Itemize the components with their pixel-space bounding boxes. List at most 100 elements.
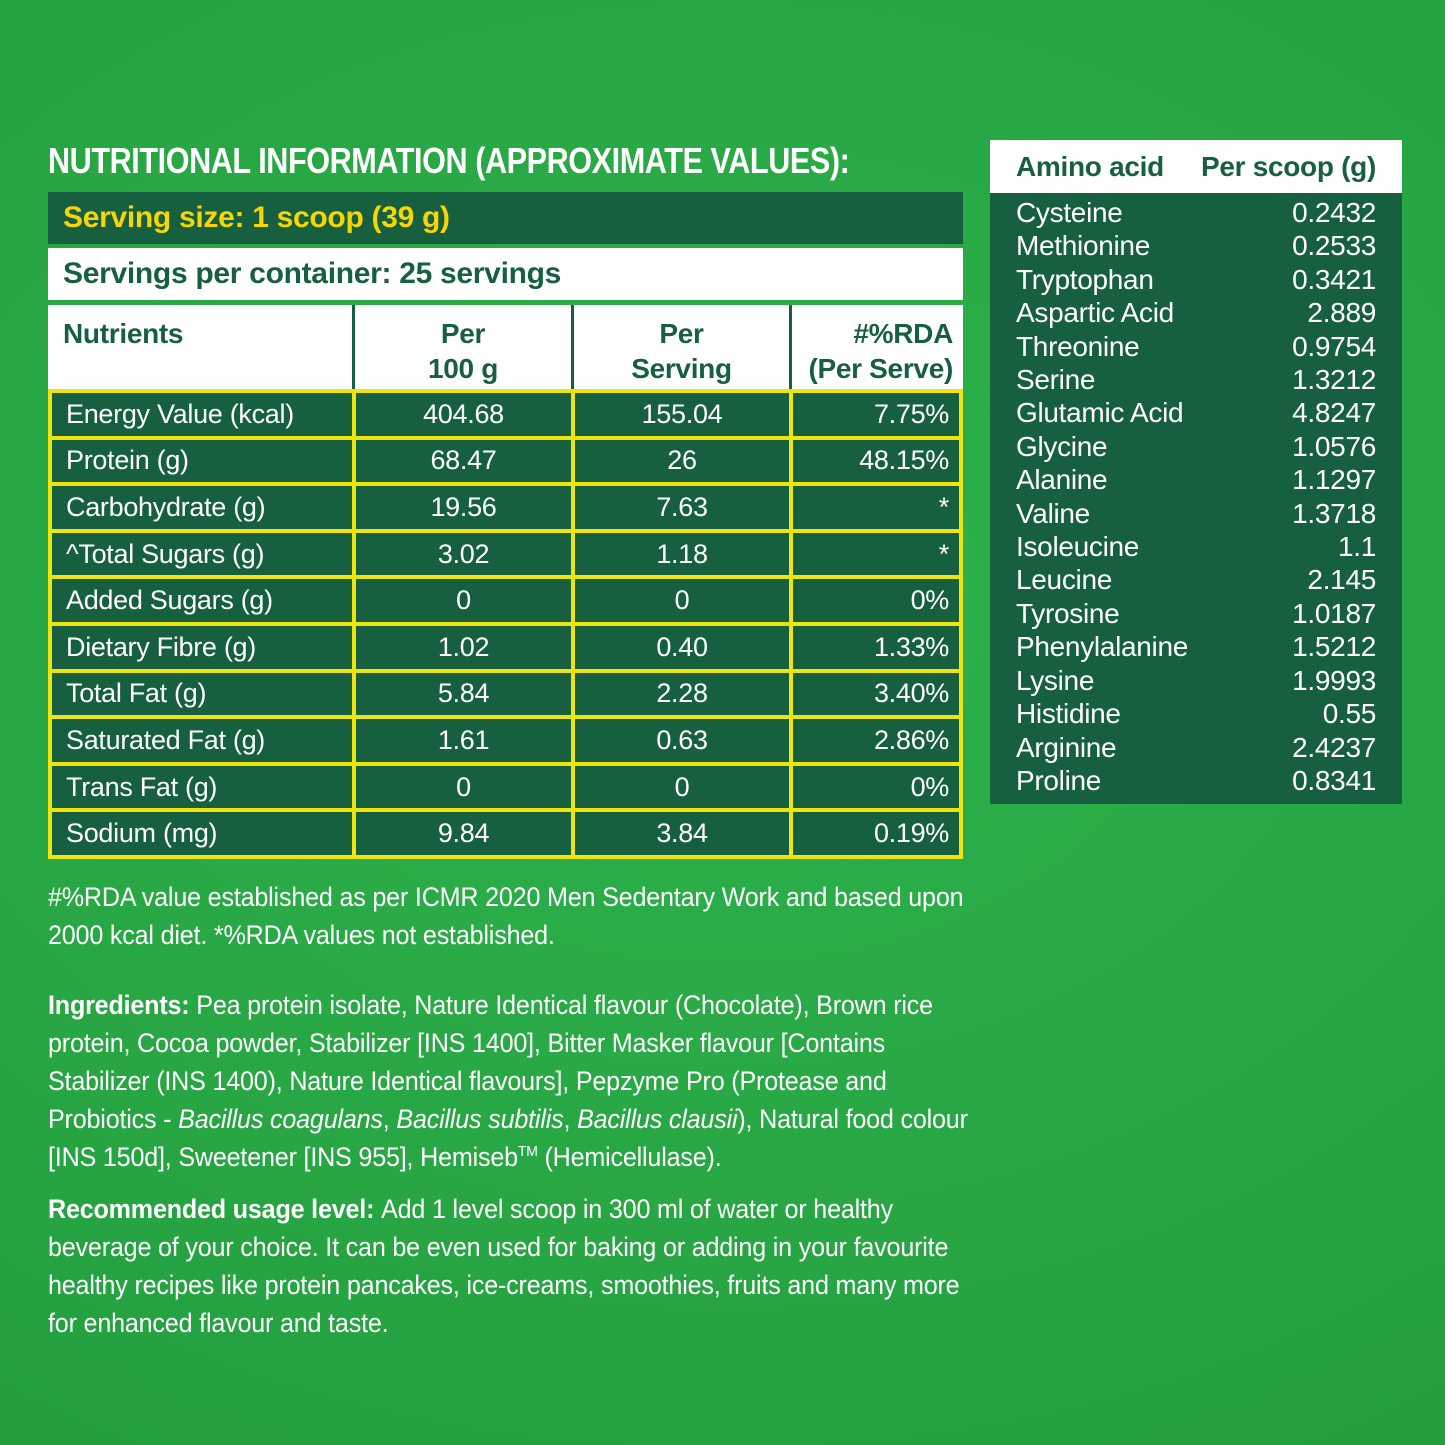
nutrient-name: Dietary Fibre (g) <box>52 625 352 669</box>
header-line: (Per Serve) <box>808 353 953 384</box>
nutrient-name: Protein (g) <box>52 439 352 483</box>
nutrient-per-serving: 0.40 <box>575 625 789 669</box>
amino-acid-value: 0.55 <box>1322 698 1377 730</box>
amino-acid-name: Proline <box>1016 764 1102 796</box>
amino-acid-row: Methionine 0.2533 <box>1016 229 1376 262</box>
nutrient-per-serving: 26 <box>575 439 789 483</box>
text-segment: TM <box>517 1143 538 1160</box>
amino-acid-name: Valine <box>1016 497 1090 529</box>
text-segment: , <box>382 1104 397 1134</box>
nutrient-rda-per-serve: * <box>793 532 959 576</box>
text-segment: Bacillus clausii <box>577 1104 738 1134</box>
amino-acid-row: Valine 1.3718 <box>1016 497 1376 530</box>
page-title: NUTRITIONAL INFORMATION (APPROXIMATE VAL… <box>48 140 850 181</box>
text-segment: Bacillus subtilis <box>396 1104 564 1134</box>
nutrient-name: Saturated Fat (g) <box>52 719 352 762</box>
amino-acid-name: Tryptophan <box>1016 263 1154 295</box>
amino-acid-value: 1.3212 <box>1292 364 1376 396</box>
nutrient-rda-per-serve: 2.86% <box>793 719 959 762</box>
amino-acid-row: Arginine 2.4237 <box>1016 731 1376 764</box>
amino-acid-name: Cysteine <box>1016 197 1123 228</box>
header-line: Serving <box>631 353 732 384</box>
servings-per-container-banner: Servings per container: 25 servings <box>48 248 963 300</box>
amino-acid-row: Tryptophan 0.3421 <box>1016 263 1376 296</box>
nutrients-table-body: Energy Value (kcal) 404.68 155.04 7.75% Prot… <box>48 389 963 859</box>
amino-acid-value: 2.889 <box>1307 297 1376 329</box>
amino-acid-table-header: Amino acid Per scoop (g) <box>990 140 1402 193</box>
nutrient-rda-per-serve: 0% <box>793 765 959 809</box>
amino-acid-row: Histidine 0.55 <box>1016 697 1376 730</box>
amino-acid-name: Alanine <box>1016 464 1108 496</box>
amino-acid-name: Glycine <box>1016 430 1108 462</box>
text-segment: Ingredients: <box>48 990 197 1020</box>
amino-acid-value: 1.0576 <box>1292 430 1376 462</box>
amino-acid-value: 0.3421 <box>1292 263 1376 295</box>
nutrient-name: Total Fat (g) <box>52 672 352 716</box>
nutrient-per-100g: 3.02 <box>356 532 571 576</box>
amino-acid-name: Arginine <box>1016 731 1117 763</box>
amino-acid-value: 1.3718 <box>1292 497 1376 529</box>
amino-acid-value: 0.2533 <box>1292 230 1376 262</box>
usage-paragraph: Recommended usage level: Add 1 level sco… <box>48 1190 969 1342</box>
column-header-rda: #%RDA (Per Serve) <box>789 305 963 389</box>
amino-acid-row: Serine 1.3212 <box>1016 363 1376 396</box>
amino-acid-row: Cysteine 0.2432 <box>1016 196 1376 229</box>
amino-acid-value: 2.4237 <box>1292 731 1376 763</box>
nutrient-per-100g: 404.68 <box>356 393 571 436</box>
nutrient-rda-per-serve: 3.40% <box>793 672 959 716</box>
nutrient-per-100g: 19.56 <box>356 486 571 529</box>
amino-acid-value: 4.8247 <box>1292 397 1376 429</box>
nutrient-rda-per-serve: 1.33% <box>793 625 959 669</box>
nutrient-per-100g: 1.02 <box>356 625 571 669</box>
amino-acid-row: Isoleucine 1.1 <box>1016 530 1376 563</box>
amino-acid-name: Serine <box>1016 364 1096 396</box>
nutrient-per-serving: 1.18 <box>575 532 789 576</box>
amino-acid-value: 2.145 <box>1307 564 1376 596</box>
text-segment: Recommended usage level: <box>48 1194 382 1224</box>
column-header-per-serving: Per Serving <box>571 305 789 389</box>
amino-acid-row: Tyrosine 1.0187 <box>1016 597 1376 630</box>
amino-acid-value: 1.1297 <box>1292 464 1376 496</box>
amino-acid-name: Methionine <box>1016 230 1150 262</box>
text-segment: ), Natural food colour [INS 150d], Sweet… <box>48 1104 968 1172</box>
amino-acid-value: 0.8341 <box>1292 764 1376 796</box>
amino-acid-value: 0.9754 <box>1292 330 1376 362</box>
nutrient-per-100g: 68.47 <box>356 439 571 483</box>
amino-acid-name: Isoleucine <box>1016 531 1140 563</box>
header-line: 100 g <box>427 353 499 384</box>
nutrient-name: Energy Value (kcal) <box>52 393 352 436</box>
nutrient-rda-per-serve: 0.19% <box>793 812 959 855</box>
amino-acid-row: Proline 0.8341 <box>1016 764 1376 797</box>
text-segment: (Hemicellulase). <box>537 1142 722 1172</box>
text-segment: , <box>563 1104 578 1134</box>
amino-acid-value: 1.9993 <box>1292 664 1376 696</box>
header-line: #%RDA <box>853 318 953 349</box>
nutrient-name: Added Sugars (g) <box>52 579 352 622</box>
header-line: Per <box>440 318 486 349</box>
nutrient-name: Sodium (mg) <box>52 812 352 855</box>
nutrient-per-serving: 155.04 <box>575 393 789 436</box>
nutrient-per-100g: 0 <box>356 579 571 622</box>
nutrient-rda-per-serve: 48.15% <box>793 439 959 483</box>
nutrient-name: Trans Fat (g) <box>52 765 352 809</box>
header-line: Nutrients <box>63 318 184 349</box>
nutrient-rda-per-serve: 0% <box>793 579 959 622</box>
amino-acid-name: Leucine <box>1016 564 1112 596</box>
header-line: Per <box>659 318 704 349</box>
nutrient-per-serving: 2.28 <box>575 672 789 716</box>
amino-header-per-scoop: Per scoop (g) <box>1200 150 1376 182</box>
amino-acid-name: Threonine <box>1016 330 1140 362</box>
nutrient-per-100g: 1.61 <box>356 719 571 762</box>
column-header-nutrients: Nutrients <box>48 305 352 389</box>
amino-acid-name: Histidine <box>1016 698 1121 730</box>
amino-acid-value: 0.2432 <box>1292 197 1376 228</box>
nutrient-name: Carbohydrate (g) <box>52 486 352 529</box>
nutrients-table-header: Nutrients Per 100 g Per Serving #%RDA (P… <box>48 305 963 389</box>
nutrient-per-100g: 9.84 <box>356 812 571 855</box>
text-segment: Bacillus coagulans <box>178 1104 383 1134</box>
nutrient-per-serving: 0 <box>575 579 789 622</box>
amino-acid-row: Lysine 1.9993 <box>1016 664 1376 697</box>
amino-acid-name: Phenylalanine <box>1016 631 1189 663</box>
text-segment: Pea protein isolate, Nature Identical fl… <box>48 990 933 1134</box>
nutrient-per-serving: 0.63 <box>575 719 789 762</box>
